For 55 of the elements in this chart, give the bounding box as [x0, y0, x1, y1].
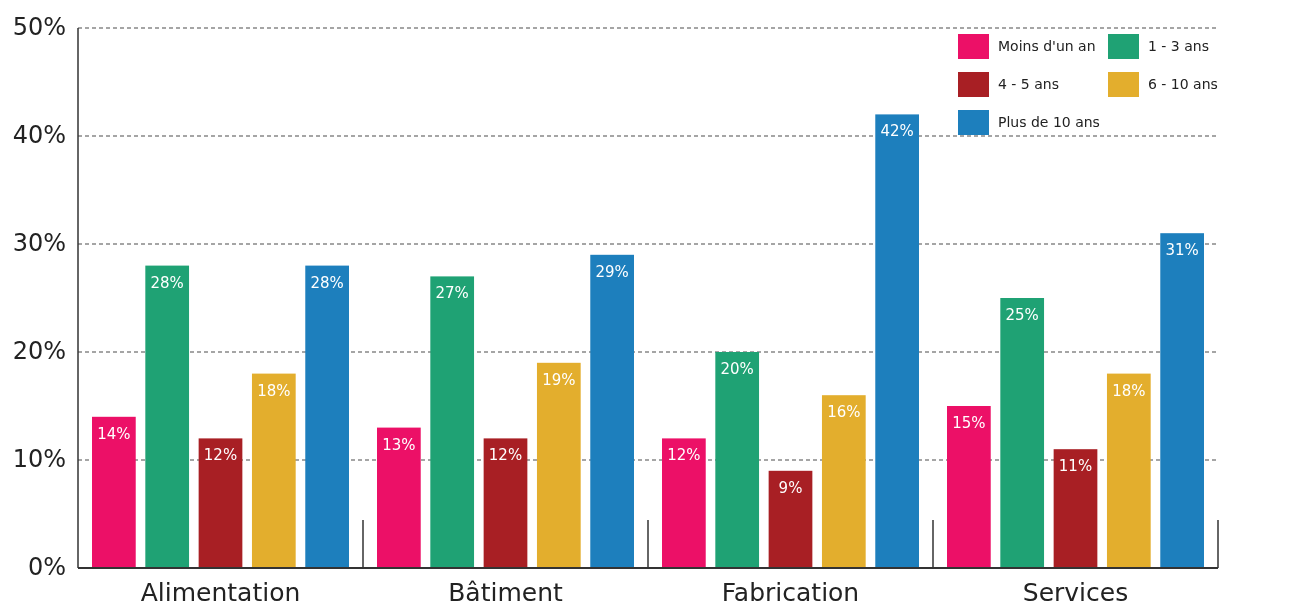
- text: 18%: [1112, 381, 1146, 400]
- bar: [251, 373, 296, 568]
- text: 29%: [595, 262, 629, 281]
- text: 20%: [720, 360, 754, 378]
- x-tick-label: Fabrication: [721, 578, 860, 607]
- text: 12%: [488, 446, 523, 465]
- text: 15%: [952, 414, 986, 432]
- y-tick-label: 40%: [12, 121, 66, 149]
- bar: [305, 265, 349, 568]
- bar: [947, 406, 991, 568]
- text: 27%: [435, 284, 469, 303]
- x-tick-label: Alimentation: [140, 578, 301, 607]
- bar: [1160, 233, 1204, 568]
- text: 28%: [150, 273, 184, 292]
- bar: [198, 438, 243, 568]
- bar: [377, 427, 421, 568]
- bar: [1053, 449, 1098, 568]
- text: 28%: [310, 273, 344, 292]
- x-tick-label: Bâtiment: [448, 578, 563, 607]
- y-tick-label: 50%: [12, 13, 66, 41]
- text: 14%: [97, 424, 131, 443]
- y-tick-label: 30%: [12, 229, 66, 257]
- legend-label: 6 - 10 ans: [1148, 76, 1218, 92]
- y-tick-label: 10%: [12, 445, 66, 473]
- bar: [821, 395, 866, 568]
- bar: [145, 265, 190, 568]
- text: 25%: [1005, 306, 1039, 324]
- bar: [483, 438, 528, 568]
- text: 9%: [778, 478, 803, 497]
- legend-label: Moins d'un an: [998, 38, 1096, 54]
- bar: [662, 438, 706, 568]
- bar: [875, 114, 919, 568]
- bar: [715, 352, 760, 568]
- bar: [590, 254, 634, 568]
- y-tick-label: 0%: [27, 553, 66, 581]
- y-tick-label: 20%: [12, 337, 66, 365]
- bar: [92, 416, 136, 568]
- text: 12%: [667, 446, 701, 465]
- legend-label: 1 - 3 ans: [1148, 38, 1209, 54]
- text: 31%: [1165, 241, 1199, 260]
- text: 18%: [257, 381, 291, 400]
- legend-label: 4 - 5 ans: [998, 76, 1059, 92]
- x-tick-label: Services: [1022, 578, 1129, 607]
- bar: [1000, 298, 1045, 568]
- text: 42%: [880, 122, 914, 141]
- text: 13%: [382, 435, 416, 454]
- bar: [430, 276, 475, 568]
- bar: [536, 362, 581, 568]
- text: 12%: [203, 446, 238, 465]
- bar: [768, 470, 813, 568]
- legend-label: Plus de 10 ans: [998, 114, 1100, 130]
- text: 19%: [542, 370, 576, 389]
- bar: [1106, 373, 1151, 568]
- text: 16%: [827, 403, 861, 422]
- text: 11%: [1058, 457, 1093, 476]
